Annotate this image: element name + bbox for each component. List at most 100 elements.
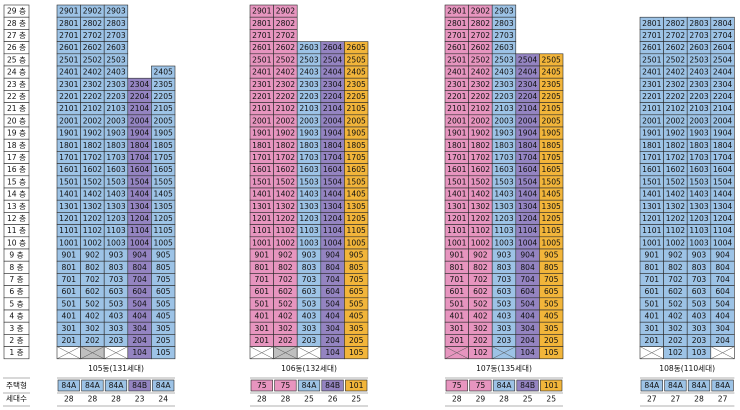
unit-number: 704 — [132, 275, 147, 284]
unit-number: 2602 — [83, 43, 102, 52]
unit-number: 1801 — [642, 141, 661, 150]
unit-number: 1901 — [642, 129, 661, 138]
unit-number: 701 — [255, 275, 270, 284]
unit-number: 2204 — [323, 92, 342, 101]
unit-number: 1901 — [59, 129, 78, 138]
unit-number: 103 — [692, 348, 707, 357]
cross — [710, 346, 735, 360]
unit-number: 1301 — [59, 202, 78, 211]
unit-number: 1103 — [494, 226, 513, 235]
unit-number: 1201 — [642, 214, 661, 223]
unit-number: 1704 — [130, 153, 149, 162]
unit-number: 2703 — [689, 31, 708, 40]
unit-number: 2601 — [642, 43, 661, 52]
unit-number: 604 — [132, 287, 147, 296]
unit-number: 2504 — [323, 55, 342, 64]
unit-number: 1001 — [252, 238, 271, 247]
unit-number: 1405 — [347, 190, 366, 199]
unit-number: 1105 — [542, 226, 561, 235]
unit-number: 2304 — [713, 80, 732, 89]
unit-number: 1204 — [130, 214, 149, 223]
unit-number: 2803 — [494, 19, 513, 28]
unit-number: 302 — [278, 324, 293, 333]
unit-number: 301 — [645, 324, 660, 333]
unit-number: 205 — [544, 336, 559, 345]
unit-type: 101 — [544, 381, 559, 390]
unit-number: 2502 — [666, 55, 685, 64]
unit-number: 505 — [544, 299, 559, 308]
unit-number: 2202 — [83, 92, 102, 101]
unit-number: 1701 — [252, 153, 271, 162]
unit-number: 1701 — [447, 153, 466, 162]
floor-label: 21 층 — [7, 104, 26, 113]
unit-number: 1605 — [542, 165, 561, 174]
unit-number: 1702 — [276, 153, 295, 162]
unit-number: 601 — [645, 287, 660, 296]
unit-number: 805 — [544, 263, 559, 272]
unit-number: 1901 — [252, 129, 271, 138]
unit-number: 1505 — [347, 177, 366, 186]
unit-number: 303 — [497, 324, 512, 333]
unit-number: 1903 — [106, 129, 125, 138]
unit-number: 2502 — [471, 55, 490, 64]
unit-number: 2201 — [59, 92, 78, 101]
unit-number: 1704 — [713, 153, 732, 162]
unit-number: 804 — [520, 263, 535, 272]
unit-number: 2601 — [252, 43, 271, 52]
floor-label: 27 층 — [7, 31, 26, 40]
unit-number: 2704 — [713, 31, 732, 40]
unit-number: 404 — [520, 312, 535, 321]
type-cell — [492, 379, 516, 392]
unit-number: 1303 — [689, 202, 708, 211]
unit-number: 2803 — [689, 19, 708, 28]
unit-number: 504 — [325, 299, 340, 308]
unit-number: 2503 — [689, 55, 708, 64]
unit-type: 84A — [156, 381, 172, 390]
unit-number: 2103 — [299, 104, 318, 113]
unit-number: 705 — [349, 275, 364, 284]
type-cell — [664, 379, 687, 392]
unit-number: 1804 — [713, 141, 732, 150]
unit-number: 1401 — [447, 190, 466, 199]
unit-number: 1004 — [323, 238, 342, 247]
unit-number: 603 — [497, 287, 512, 296]
unit-number: 2403 — [689, 68, 708, 77]
unit-number: 705 — [156, 275, 171, 284]
unit-number: 1201 — [447, 214, 466, 223]
unit-number: 1102 — [83, 226, 102, 235]
unit-number: 1101 — [59, 226, 78, 235]
unit-number: 1902 — [666, 129, 685, 138]
unit-number: 2502 — [83, 55, 102, 64]
unit-number: 402 — [473, 312, 488, 321]
unit-number: 204 — [325, 336, 340, 345]
unit-number: 205 — [349, 336, 364, 345]
unit-number: 2104 — [713, 104, 732, 113]
unit-number: 1601 — [447, 165, 466, 174]
unit-number: 2902 — [471, 7, 490, 16]
unit-number: 203 — [109, 336, 124, 345]
unit-number: 1302 — [471, 202, 490, 211]
unit-count: 25 — [546, 395, 556, 404]
unit-number: 305 — [156, 324, 171, 333]
unit-number: 405 — [156, 312, 171, 321]
unit-count: 26 — [328, 395, 338, 404]
unit-number: 1405 — [542, 190, 561, 199]
unit-number: 1801 — [447, 141, 466, 150]
unit-number: 2505 — [542, 55, 561, 64]
unit-number: 1003 — [106, 238, 125, 247]
unit-number: 1002 — [666, 238, 685, 247]
unit-number: 1103 — [689, 226, 708, 235]
unit-number: 1402 — [83, 190, 102, 199]
unit-number: 2105 — [154, 104, 173, 113]
unit-number: 1001 — [447, 238, 466, 247]
unit-number: 104 — [520, 348, 535, 357]
unit-number: 2405 — [347, 68, 366, 77]
unit-number: 1704 — [518, 153, 537, 162]
unit-number: 304 — [325, 324, 340, 333]
unit-number: 1304 — [323, 202, 342, 211]
unit-count: 24 — [158, 395, 168, 404]
type-cell — [250, 379, 273, 392]
unit-number: 2401 — [59, 68, 78, 77]
unit-number: 1702 — [666, 153, 685, 162]
floor-label: 24 층 — [7, 68, 26, 77]
